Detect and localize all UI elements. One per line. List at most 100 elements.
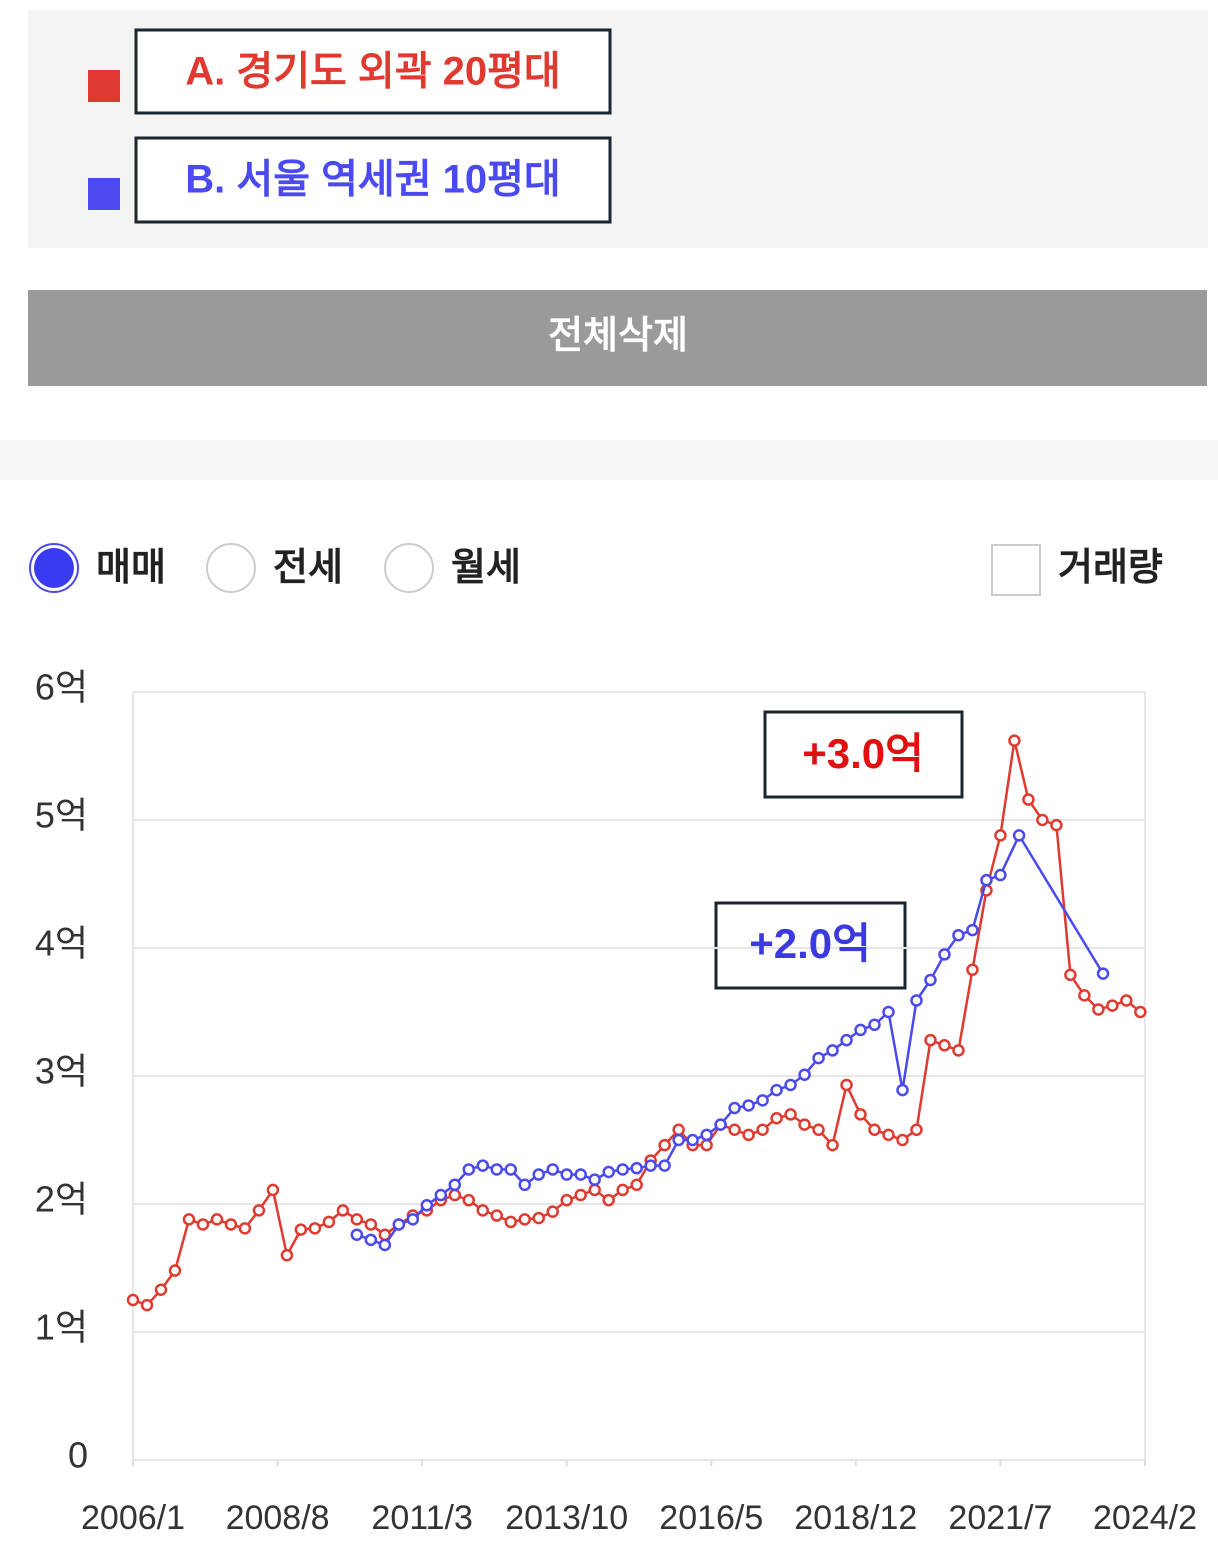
- data-point: [252, 1204, 266, 1217]
- data-point: [280, 1248, 294, 1262]
- data-point: [364, 1218, 378, 1231]
- series-line: [356, 832, 1105, 1247]
- data-point: [868, 1018, 881, 1032]
- data-point: [910, 994, 923, 1007]
- legend-label: A. 경기도 외곽 20평대: [185, 50, 560, 94]
- data-point: [784, 1078, 797, 1092]
- data-point: [546, 1205, 559, 1218]
- data-point: [644, 1159, 657, 1172]
- data-point: [210, 1213, 224, 1226]
- data-point: [392, 1218, 406, 1231]
- data-point: [728, 1101, 741, 1115]
- data-point: [322, 1215, 336, 1229]
- data-point: [1008, 734, 1021, 747]
- separator: [0, 440, 1218, 480]
- data-point: [994, 868, 1007, 882]
- x-tick-label: 2006/1: [81, 1499, 185, 1537]
- checkbox[interactable]: [991, 544, 1041, 596]
- legend-label: B. 서울 역세권 10평대: [185, 158, 560, 202]
- data-point: [742, 1099, 755, 1112]
- data-point: [518, 1213, 531, 1226]
- radio-label[interactable]: 전세: [273, 547, 343, 589]
- data-point: [1106, 999, 1119, 1012]
- data-point: [308, 1222, 322, 1235]
- x-tick-label: 2008/8: [226, 1499, 330, 1537]
- delete-button[interactable]: [28, 290, 1207, 386]
- data-point: [294, 1223, 308, 1236]
- data-point: [630, 1161, 643, 1175]
- data-point: [168, 1264, 182, 1277]
- data-point: [560, 1168, 573, 1181]
- data-point: [826, 1138, 839, 1152]
- data-point: [602, 1165, 615, 1179]
- radio-dot[interactable]: [34, 548, 74, 588]
- data-point: [756, 1094, 769, 1107]
- radio[interactable]: [206, 543, 256, 593]
- data-point: [700, 1128, 713, 1142]
- data-point: [1096, 967, 1110, 980]
- x-tick-label: 2018/12: [794, 1499, 917, 1537]
- data-point: [728, 1123, 741, 1137]
- data-point: [574, 1168, 587, 1181]
- data-point: [826, 1044, 839, 1057]
- data-point: [588, 1183, 601, 1197]
- legend-box: [134, 136, 612, 224]
- data-point: [756, 1123, 769, 1137]
- x-tick-label: 2021/7: [948, 1499, 1052, 1537]
- data-point: [966, 963, 979, 977]
- data-point: [658, 1159, 671, 1172]
- data-point: [854, 1108, 867, 1121]
- data-point: [938, 1039, 951, 1052]
- data-point: [490, 1163, 504, 1176]
- delete-button-label[interactable]: 전체삭제: [548, 315, 688, 357]
- data-point: [784, 1108, 797, 1121]
- data-point: [658, 1138, 671, 1152]
- data-point: [462, 1163, 476, 1176]
- data-point: [952, 928, 965, 942]
- data-point: [980, 873, 993, 887]
- data-point: [1022, 793, 1035, 806]
- data-point: [196, 1218, 210, 1231]
- data-point: [532, 1168, 545, 1181]
- data-point: [1078, 989, 1091, 1002]
- data-point: [406, 1213, 420, 1226]
- data-point: [504, 1163, 518, 1176]
- data-point: [616, 1183, 629, 1197]
- data-point: [994, 829, 1007, 842]
- data-point: [896, 1083, 909, 1097]
- annotation-box: [714, 901, 907, 990]
- checkbox-label[interactable]: 거래량: [1058, 547, 1163, 589]
- annotation: +2.0억: [749, 920, 871, 967]
- data-point: [812, 1123, 825, 1137]
- x-tick-label: 2024/2: [1093, 1499, 1197, 1537]
- data-point: [812, 1051, 825, 1065]
- data-point: [532, 1211, 545, 1225]
- data-point: [182, 1213, 196, 1226]
- data-point: [266, 1183, 280, 1197]
- data-point: [868, 1123, 881, 1137]
- data-point: [546, 1163, 559, 1176]
- data-point: [714, 1118, 727, 1131]
- radio-label[interactable]: 매매: [96, 547, 166, 589]
- data-point: [742, 1128, 755, 1142]
- data-point: [364, 1233, 378, 1247]
- data-point: [518, 1178, 531, 1192]
- y-tick-label: 0: [68, 1435, 88, 1476]
- radio-label[interactable]: 월세: [451, 547, 521, 589]
- radio[interactable]: [384, 543, 434, 593]
- data-point: [798, 1068, 811, 1081]
- y-tick-label: 3억: [35, 1051, 88, 1092]
- data-point: [630, 1178, 643, 1192]
- data-point: [378, 1238, 392, 1252]
- y-tick-label: 4억: [35, 923, 88, 964]
- data-point: [490, 1209, 504, 1222]
- y-tick-label: 6억: [35, 667, 88, 708]
- data-point: [350, 1228, 364, 1241]
- legend-swatch: [88, 70, 120, 102]
- data-point: [896, 1133, 909, 1147]
- data-point: [1092, 1003, 1105, 1016]
- data-point: [952, 1044, 965, 1057]
- data-point: [602, 1193, 615, 1207]
- data-point: [770, 1083, 783, 1097]
